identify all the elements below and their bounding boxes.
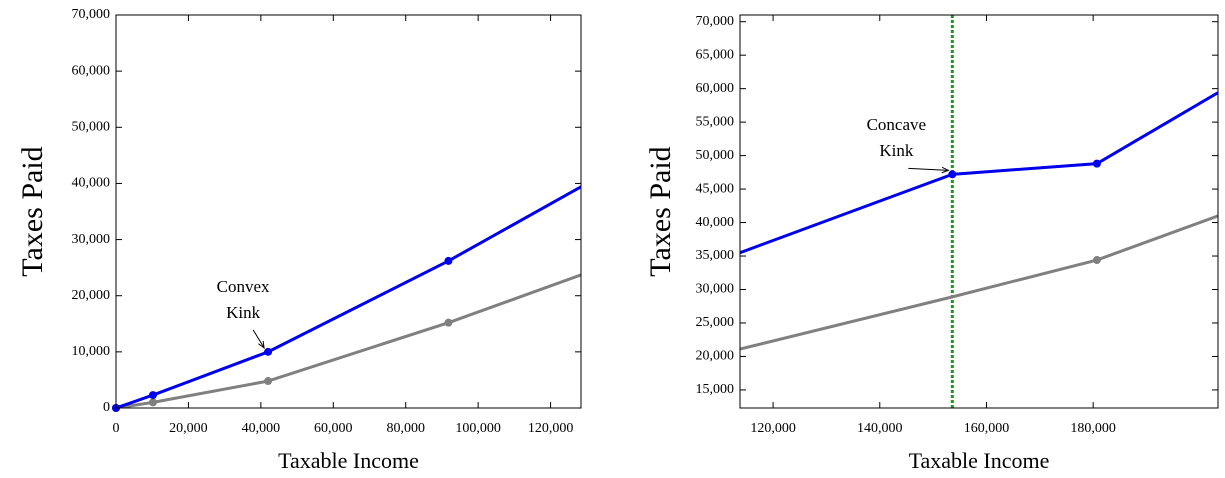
point	[948, 170, 957, 179]
y-axis-label: Taxes Paid	[644, 146, 677, 276]
plot-frame	[115, 14, 582, 409]
annotation: Kink	[226, 303, 261, 322]
y-tick-label: 30,000	[696, 282, 735, 297]
y-tick-label: 40,000	[696, 215, 735, 230]
x-tick-label: 120,000	[750, 421, 796, 436]
series-line	[740, 214, 1218, 351]
x-tick-label: 20,000	[169, 421, 208, 436]
y-tick-label: 70,000	[696, 14, 735, 29]
point	[148, 398, 157, 407]
x-tick-label: 120,000	[528, 421, 574, 436]
x-tick-label: 60,000	[314, 421, 353, 436]
point	[444, 318, 453, 327]
series-line	[116, 273, 581, 408]
y-tick-label: 15,000	[696, 382, 735, 397]
point	[1092, 159, 1101, 168]
x-axis-label: Taxable Income	[909, 448, 1050, 473]
x-axis-label: Taxable Income	[278, 448, 419, 473]
x-tick-label: 100,000	[455, 421, 501, 436]
x-tick-label: 40,000	[242, 421, 281, 436]
y-tick-label: 20,000	[72, 288, 111, 303]
y-tick-label: 0	[103, 400, 110, 415]
annotation: Concave	[867, 115, 926, 134]
annotation: Convex	[217, 277, 270, 296]
x-tick-label: 0	[113, 421, 120, 436]
series-line	[740, 91, 1218, 255]
annotation-arrowhead	[941, 166, 950, 174]
x-tick-label: 80,000	[386, 421, 425, 436]
x-tick-label: 160,000	[964, 421, 1010, 436]
point	[264, 377, 273, 386]
y-tick-label: 50,000	[696, 148, 735, 163]
annotation: Kink	[879, 141, 914, 160]
annotation-arrow	[908, 167, 949, 171]
y-tick-label: 60,000	[696, 81, 735, 96]
y-tick-label: 25,000	[696, 315, 735, 330]
y-tick-label: 30,000	[72, 232, 111, 247]
y-tick-label: 50,000	[72, 120, 111, 135]
x-tick-label: 180,000	[1070, 421, 1116, 436]
series-line	[116, 185, 581, 408]
y-axis-label: Taxes Paid	[16, 146, 49, 276]
point	[1092, 256, 1101, 265]
plot-frame	[739, 14, 1219, 409]
y-tick-label: 10,000	[72, 344, 111, 359]
y-tick-label: 70,000	[72, 7, 111, 22]
annotation-arrow	[252, 329, 265, 349]
y-tick-label: 60,000	[72, 63, 111, 78]
y-tick-label: 65,000	[696, 47, 735, 62]
x-tick-label: 140,000	[857, 421, 903, 436]
y-tick-label: 45,000	[696, 181, 735, 196]
y-tick-label: 55,000	[696, 114, 735, 129]
point	[148, 391, 157, 400]
y-tick-label: 20,000	[696, 349, 735, 364]
point	[264, 347, 273, 356]
point	[444, 256, 453, 265]
annotation-arrowhead	[258, 340, 265, 349]
y-tick-label: 40,000	[72, 176, 111, 191]
y-tick-label: 35,000	[696, 248, 735, 263]
